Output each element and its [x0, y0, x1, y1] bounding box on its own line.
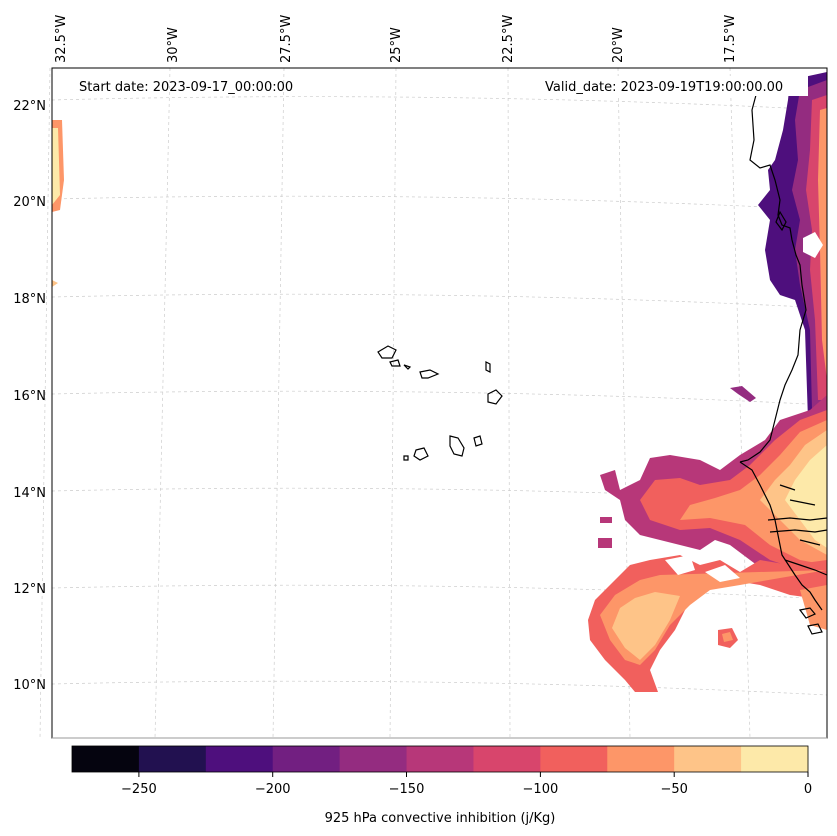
- cb-label-m200: −200: [255, 782, 291, 797]
- parallel-12n: [51, 584, 828, 600]
- parallel-18n: [51, 293, 828, 309]
- senegal-coast: [739, 461, 823, 611]
- lat-label-10n: 10°N: [13, 678, 46, 693]
- tongue-hole-2: [705, 565, 740, 582]
- lon-label-20w: 20°W: [611, 27, 626, 63]
- colorbar-segment: [72, 746, 140, 772]
- island-santiago: [449, 435, 465, 457]
- colorbar-segment: [205, 746, 274, 772]
- lon-label-17-5w: 17.5°W: [723, 15, 738, 63]
- valid-date-bg: [540, 76, 808, 96]
- colorbar-segment: [674, 746, 742, 772]
- cin-field: [52, 72, 827, 692]
- island-brava: [403, 455, 409, 461]
- parallel-20n: [51, 195, 828, 211]
- south-tongue-peach: [612, 592, 680, 660]
- meridian-22-5w: [507, 67, 511, 739]
- map-area: [52, 68, 827, 738]
- colorbar-segment: [540, 746, 608, 772]
- colorbar-frame: [71, 745, 809, 773]
- colorbar-segment: [339, 746, 408, 772]
- colorbar-title: 925 hPa convective inhibition (j/Kg): [325, 811, 556, 826]
- lat-label-12n: 12°N: [13, 582, 46, 597]
- border-lines: [779, 484, 821, 546]
- graticule: [39, 67, 828, 739]
- island-maio: [473, 435, 483, 447]
- lon-label-30w: 30°W: [166, 27, 181, 63]
- colorbar-ticks: [138, 772, 809, 777]
- meridian-32-5w: [39, 67, 51, 739]
- mauritania-coast: [739, 79, 807, 463]
- sw-blob-inner: [722, 632, 733, 642]
- lat-label-16n: 16°N: [13, 389, 46, 404]
- colorbar-segment: [473, 746, 541, 772]
- cb-label-m150: −150: [389, 782, 425, 797]
- colorbar: [72, 746, 809, 772]
- cb-label-m250: −250: [121, 782, 157, 797]
- island-boa-vista: [487, 389, 503, 405]
- colorbar-segment: [272, 746, 341, 772]
- coastlines: [377, 79, 828, 635]
- start-date-label: Start date: 2023-09-17_00:00:00: [79, 80, 293, 95]
- gambia-south: [769, 529, 828, 533]
- cb-label-m50: −50: [660, 782, 687, 797]
- lon-label-32-5w: 32.5°W: [54, 15, 69, 63]
- lon-label-22-5w: 22.5°W: [501, 15, 516, 63]
- colorbar-segment: [138, 746, 207, 772]
- lat-labels: 22°N 20°N 18°N 16°N 14°N 12°N 10°N: [13, 99, 46, 693]
- small-patch-16n: [730, 386, 756, 402]
- lat-label-22n: 22°N: [13, 99, 46, 114]
- island-santo-antao: [377, 345, 397, 359]
- colorbar-segment: [406, 746, 474, 772]
- south-plume-cream: [785, 445, 827, 548]
- meridian-27-5w: [272, 67, 285, 739]
- west-strip-inner: [52, 128, 60, 205]
- peninsula-cap-blanc: [775, 210, 787, 232]
- cb-label-0: 0: [804, 782, 812, 797]
- lon-labels: 32.5°W 30°W 27.5°W 25°W 22.5°W 20°W 17.5…: [54, 15, 738, 63]
- west-speck: [52, 280, 58, 287]
- island-sao-nicolau: [419, 369, 440, 379]
- valid-date-label: Valid_date: 2023-09-19T19:00:00.00: [545, 80, 783, 95]
- meridian-17-5w: [729, 67, 751, 739]
- bissau-islands: [798, 607, 823, 635]
- north-hole: [803, 232, 823, 258]
- cb-label-m100: −100: [523, 782, 559, 797]
- lat-label-20n: 20°N: [13, 195, 46, 210]
- colorbar-segment: [607, 746, 675, 772]
- lower-coast-fill: [800, 585, 827, 630]
- north-band-salmon: [818, 108, 827, 380]
- gambia-river: [767, 517, 828, 521]
- meridian-25w: [389, 67, 397, 739]
- parallel-16n: [51, 390, 828, 406]
- parallel-22n: [51, 96, 828, 111]
- plume-speck-2: [598, 538, 612, 548]
- guinea-bissau-coast: [784, 559, 828, 576]
- lon-label-25w: 25°W: [389, 27, 404, 63]
- plume-speck-1: [600, 517, 612, 523]
- island-santa-luzia: [403, 364, 412, 370]
- colorbar-tick-labels: −250 −200 −150 −100 −50 0: [121, 782, 812, 797]
- tongue-hole-1: [665, 555, 695, 575]
- lat-label-14n: 14°N: [13, 486, 46, 501]
- colorbar-segment: [741, 746, 809, 772]
- island-sao-vicente: [389, 359, 401, 367]
- meridian-30w: [154, 67, 171, 739]
- parallel-10n: [51, 680, 828, 696]
- parallel-14n: [51, 487, 828, 503]
- island-sal: [485, 361, 491, 373]
- island-fogo: [413, 447, 429, 461]
- lon-label-27-5w: 27.5°W: [279, 15, 294, 63]
- lat-label-18n: 18°N: [13, 292, 46, 307]
